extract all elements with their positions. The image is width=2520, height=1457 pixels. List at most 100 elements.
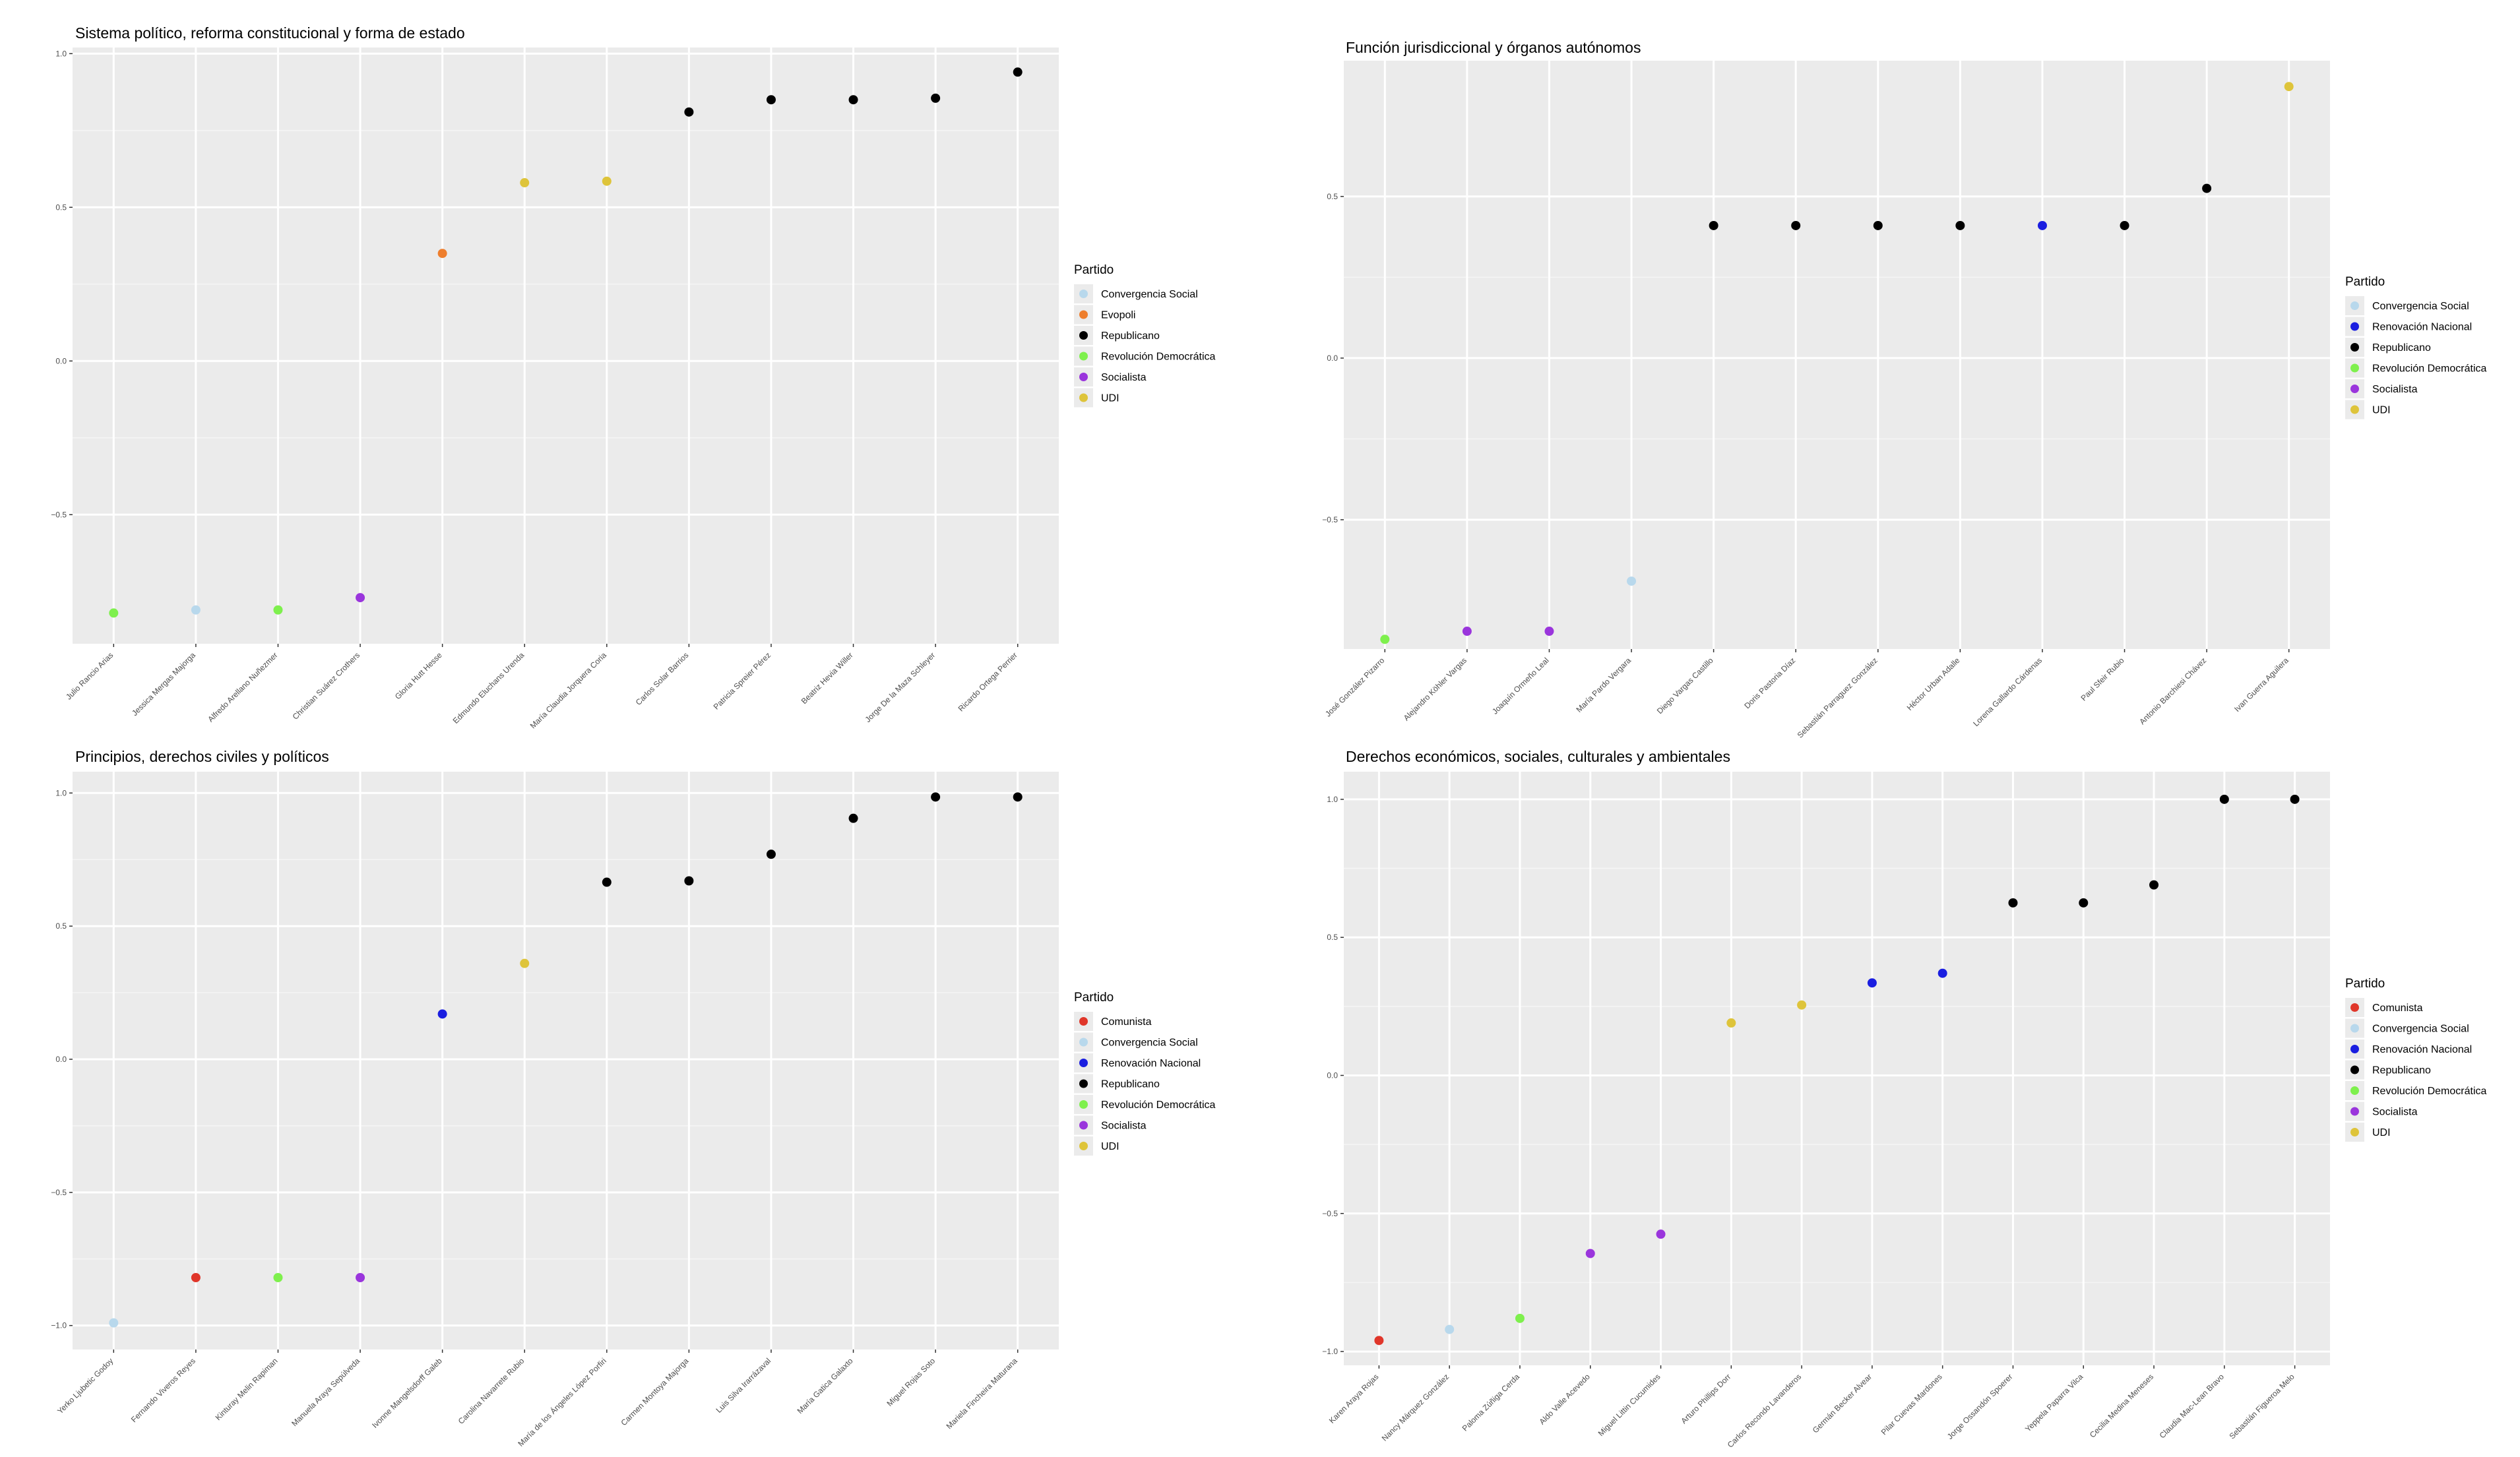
legend-label: Republicano: [1101, 1079, 1160, 1090]
x-tick-label: Beatriz Hevia Willer: [800, 650, 855, 706]
legend-label: UDI: [1101, 1141, 1119, 1152]
x-tick-label: Miguel Rojas Soto: [885, 1356, 937, 1408]
x-tick-label: Carlos Solar Barrios: [634, 650, 691, 707]
plot-background: [73, 772, 1059, 1349]
x-tick-label: María de los Ángeles López Porfiri: [516, 1356, 608, 1448]
data-point: [356, 1273, 365, 1283]
legend-label: Socialista: [1101, 372, 1147, 383]
y-tick-label: 0.0: [55, 356, 67, 365]
legend-key: [1079, 1142, 1088, 1150]
x-tick-label: Ricardo Ortega Perrier: [957, 650, 1019, 713]
data-point: [1374, 1336, 1384, 1346]
legend-key: [1079, 1059, 1088, 1067]
x-tick-label: María Claudia Jorquera Coria: [528, 650, 608, 730]
legend-key: [1079, 310, 1088, 319]
x-tick-label: Karen Araya Rojas: [1327, 1372, 1381, 1425]
y-tick-label: −0.5: [51, 510, 67, 519]
legend-key: [1079, 1121, 1088, 1130]
legend-key: [2350, 1003, 2359, 1012]
legend-title: Partido: [2345, 977, 2385, 991]
legend-title: Partido: [2345, 275, 2385, 289]
legend-key: [2350, 1065, 2359, 1074]
data-point: [2202, 183, 2212, 193]
x-tick-label: Alfredo Arellano Nuñezmer: [206, 650, 279, 724]
data-point: [1544, 627, 1554, 636]
legend-label: Revolución Democrática: [2372, 1086, 2487, 1097]
legend-label: Convergencia Social: [1101, 1038, 1198, 1049]
x-tick-label: María Gatica Galaxto: [796, 1356, 855, 1415]
x-tick-label: Arturo Phillips Dorr: [1679, 1372, 1732, 1425]
y-tick-label: 0.5: [55, 202, 67, 212]
y-tick-label: 0.5: [1327, 192, 1338, 201]
data-point: [109, 608, 119, 618]
y-tick-label: 1.0: [1327, 795, 1338, 804]
x-tick-label: Ivonne Mangelsdorff Galeb: [370, 1356, 444, 1430]
legend-label: UDI: [2372, 405, 2391, 416]
x-tick-label: Carmen Montoya Majorga: [619, 1356, 690, 1427]
legend-key: [2350, 301, 2359, 310]
data-point: [437, 249, 447, 259]
chart-title: Derechos económicos, sociales, culturale…: [1346, 748, 1730, 765]
data-point: [684, 876, 694, 886]
x-tick-label: Gloria Hutt Hesse: [393, 650, 444, 701]
legend-key: [1079, 1017, 1088, 1026]
legend-key: [1079, 1100, 1088, 1109]
x-tick-label: María Pardo Vergara: [1574, 656, 1633, 714]
data-point: [1380, 635, 1390, 644]
data-point: [2219, 794, 2229, 804]
y-tick-label: 1.0: [55, 49, 67, 58]
y-tick-label: 0.5: [55, 921, 67, 931]
plot-background: [73, 47, 1059, 644]
x-tick-label: Mariela Fincheira Maturana: [945, 1356, 1019, 1431]
data-point: [2120, 220, 2129, 230]
data-point: [848, 813, 858, 823]
data-point: [273, 1273, 283, 1283]
x-tick-label: Fernando Viveros Reyes: [129, 1356, 197, 1424]
legend-label: Republicano: [2372, 1065, 2431, 1076]
data-point: [1791, 220, 1801, 230]
legend-label: Comunista: [2372, 1003, 2423, 1014]
x-tick-label: Jessica Mergas Majorga: [130, 650, 197, 718]
x-tick-label: Paloma Zúñiga Cerda: [1461, 1372, 1522, 1433]
data-point: [356, 593, 365, 603]
data-point: [602, 877, 612, 887]
legend-key: [1079, 290, 1088, 298]
data-point: [1873, 220, 1883, 230]
x-tick-label: Paul Sfeir Rubio: [2079, 656, 2126, 702]
x-tick-label: Pilar Cuevas Mardones: [1879, 1372, 1944, 1437]
legend: Partido Comunista Convergencia Social Renov…: [1074, 991, 1216, 1156]
legend-key: [1079, 352, 1088, 361]
legend-label: UDI: [2372, 1127, 2391, 1138]
y-tick-label: 0.0: [55, 1055, 67, 1064]
y-tick-label: 0.0: [1327, 1070, 1338, 1080]
legend-label: Socialista: [2372, 384, 2418, 395]
data-point: [1013, 792, 1023, 802]
legend-title: Partido: [1074, 991, 1114, 1005]
data-point: [1585, 1249, 1595, 1258]
x-tick-label: José González Pizarro: [1323, 656, 1386, 718]
plot-background: [1344, 61, 2330, 649]
legend-label: Renovación Nacional: [2372, 1044, 2472, 1055]
data-point: [437, 1009, 447, 1019]
x-tick-label: Yeppela Paparra Vilca: [2023, 1372, 2085, 1434]
x-tick-label: Antonio Barchiesi Chávez: [2137, 656, 2208, 726]
x-tick-label: Carolina Navarrete Rubio: [457, 1356, 526, 1426]
legend-label: Renovación Nacional: [2372, 322, 2472, 333]
data-point: [2008, 898, 2018, 908]
y-tick-label: −0.5: [1322, 1209, 1338, 1218]
y-tick-label: −1.0: [1322, 1347, 1338, 1356]
data-point: [1462, 627, 1472, 636]
data-point: [931, 93, 941, 103]
legend-label: Convergencia Social: [1101, 289, 1198, 300]
x-tick-label: Jorge De la Maza Schleyer: [863, 650, 937, 724]
legend: Partido Convergencia Social Renovación Nac…: [2345, 275, 2487, 419]
legend-label: Evopoli: [1101, 310, 1135, 321]
data-point: [1937, 968, 1947, 978]
legend-label: Convergencia Social: [2372, 301, 2469, 312]
data-point: [273, 605, 283, 615]
chart-panel-2: Función jurisdiccional y órganos autónom…: [1322, 39, 2486, 740]
x-tick-label: Alejandro Köhler Vargas: [1402, 656, 1468, 722]
data-point: [1797, 1000, 1807, 1010]
data-point: [602, 176, 612, 186]
